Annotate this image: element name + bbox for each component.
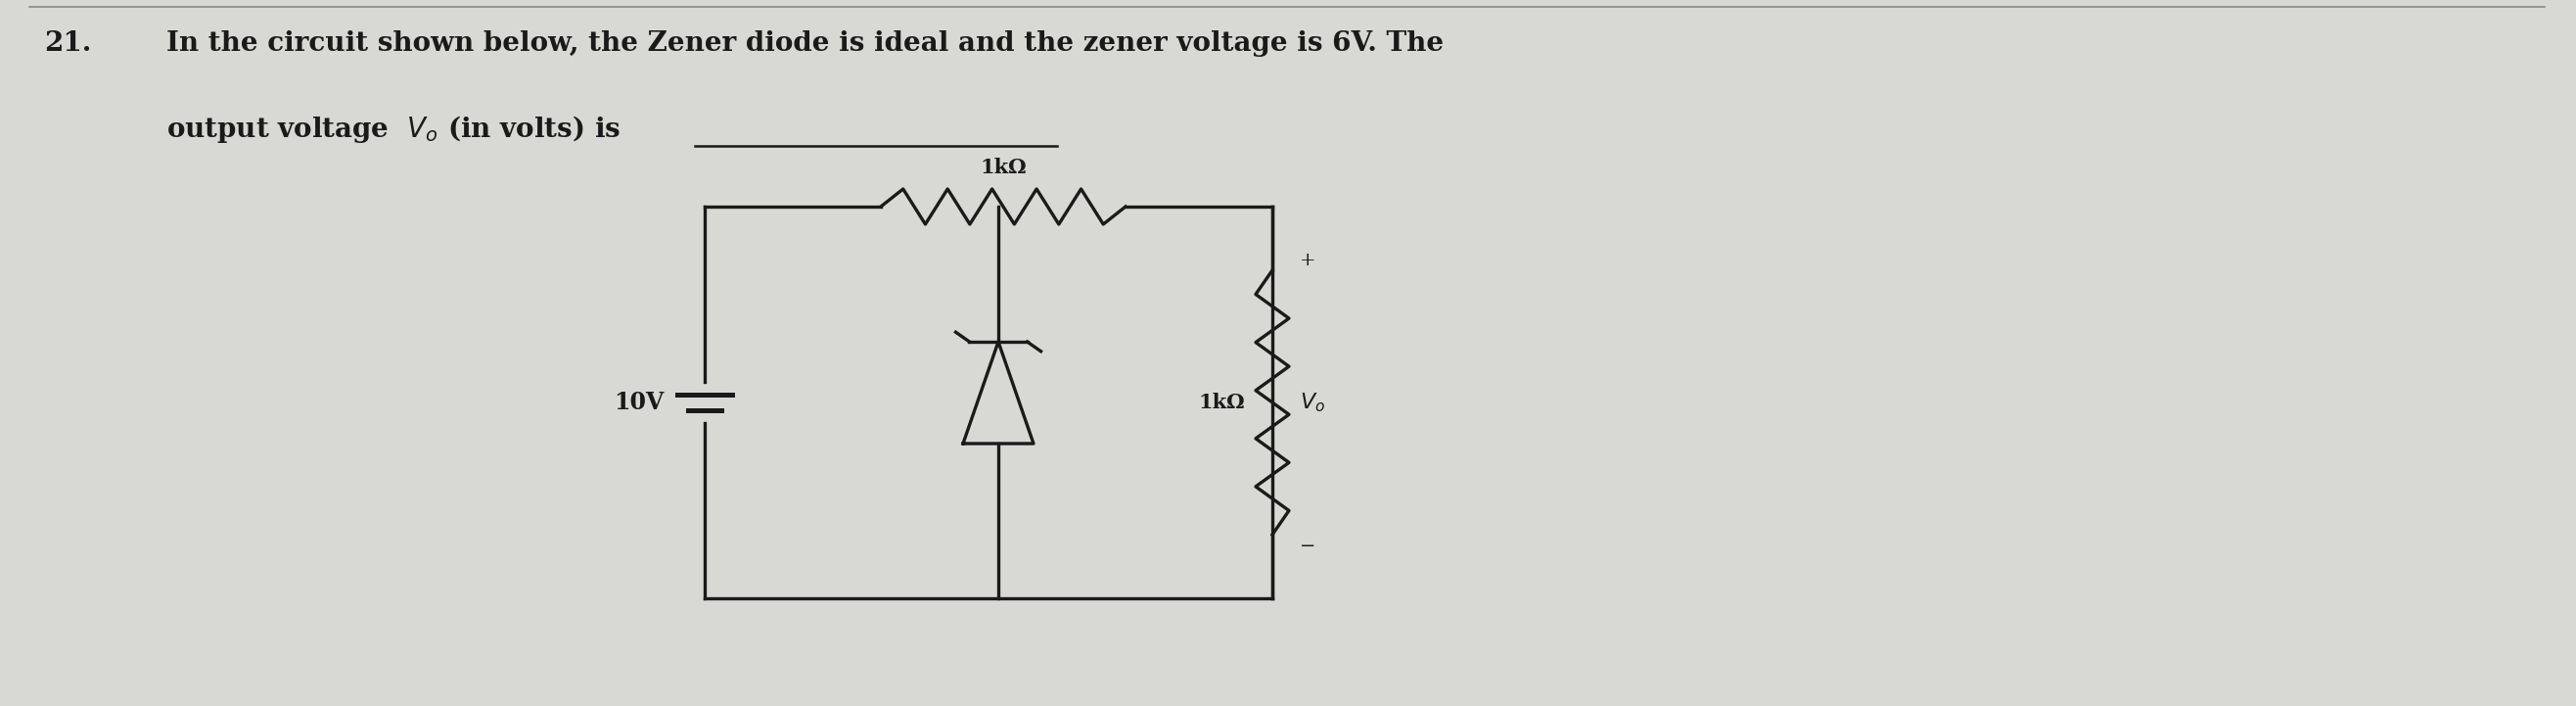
Text: 1kΩ: 1kΩ [1198,393,1244,412]
Text: 10V: 10V [613,390,665,414]
Text: 1kΩ: 1kΩ [979,157,1028,177]
Text: 21.: 21. [44,30,90,56]
Text: +: + [1301,251,1316,269]
Text: −: − [1301,537,1316,555]
Text: In the circuit shown below, the Zener diode is ideal and the zener voltage is 6V: In the circuit shown below, the Zener di… [167,30,1443,56]
Text: output voltage  $V_o$ (in volts) is: output voltage $V_o$ (in volts) is [167,114,621,145]
Text: $V_o$: $V_o$ [1301,391,1324,414]
